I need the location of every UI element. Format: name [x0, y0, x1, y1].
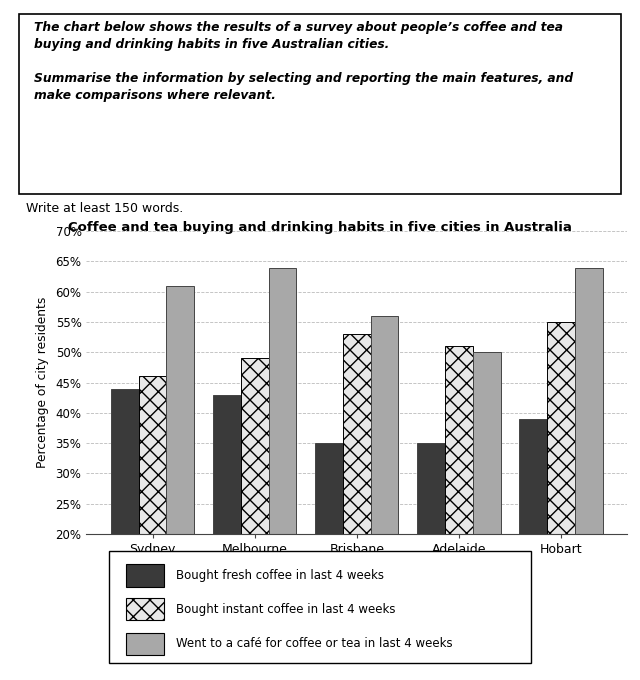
Bar: [316, 443, 343, 655]
Text: The chart below shows the results of a survey about people’s coffee and tea
buyi: The chart below shows the results of a s…: [34, 21, 573, 102]
Bar: [371, 316, 398, 655]
Y-axis label: Percentage of city residents: Percentage of city residents: [36, 296, 49, 469]
Bar: [575, 267, 603, 655]
Bar: [125, 598, 164, 620]
Bar: [125, 632, 164, 655]
Bar: [166, 286, 194, 655]
Bar: [213, 394, 241, 655]
FancyBboxPatch shape: [19, 14, 621, 194]
Bar: [343, 334, 371, 655]
Bar: [241, 358, 269, 655]
Text: Went to a café for coffee or tea in last 4 weeks: Went to a café for coffee or tea in last…: [177, 637, 453, 651]
Text: Bought fresh coffee in last 4 weeks: Bought fresh coffee in last 4 weeks: [177, 569, 385, 582]
Bar: [417, 443, 445, 655]
Bar: [139, 377, 166, 655]
Bar: [125, 564, 164, 587]
Bar: [269, 267, 296, 655]
Bar: [473, 352, 500, 655]
Text: Coffee and tea buying and drinking habits in five cities in Australia: Coffee and tea buying and drinking habit…: [68, 221, 572, 234]
Bar: [520, 419, 547, 655]
Text: Bought instant coffee in last 4 weeks: Bought instant coffee in last 4 weeks: [177, 602, 396, 615]
Bar: [547, 322, 575, 655]
Text: Write at least 150 words.: Write at least 150 words.: [26, 202, 183, 215]
Bar: [445, 346, 473, 655]
Bar: [111, 388, 139, 655]
FancyBboxPatch shape: [109, 551, 531, 663]
